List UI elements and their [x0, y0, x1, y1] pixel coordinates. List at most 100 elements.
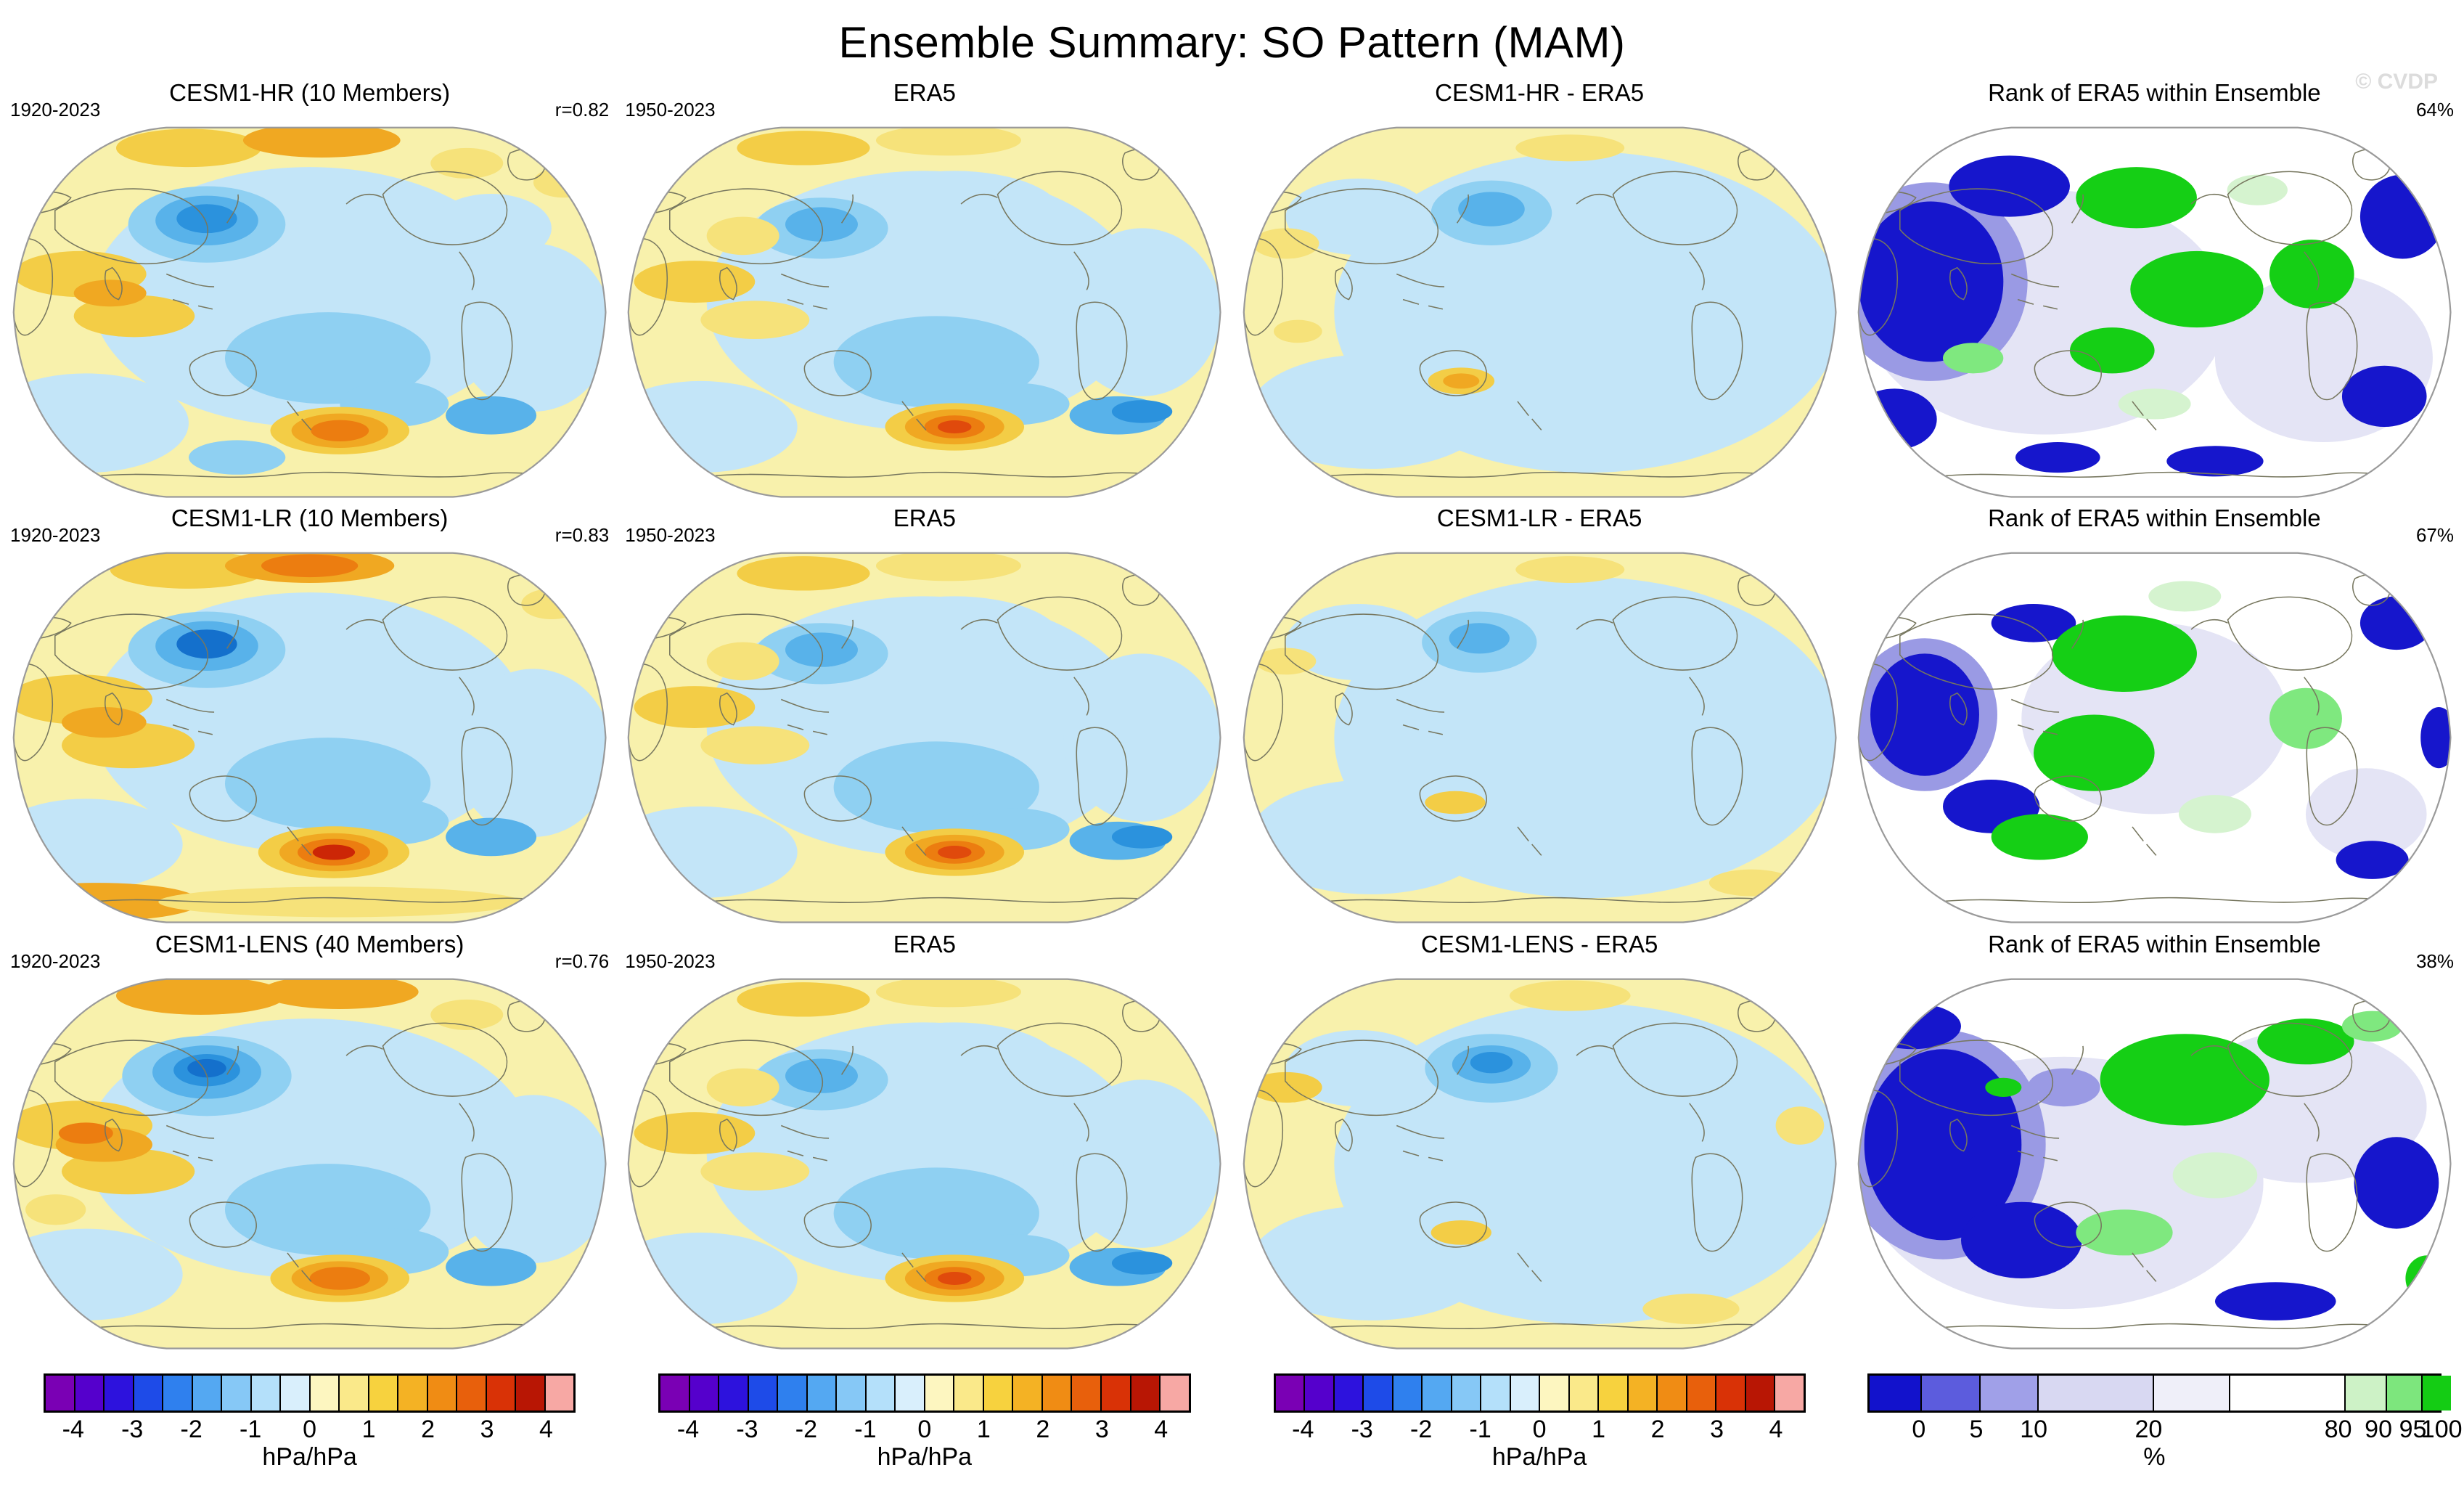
coastline	[781, 699, 830, 735]
colorbar-bar	[1273, 1373, 1806, 1413]
coastline	[345, 1045, 383, 1056]
contour-blob	[1255, 648, 1316, 675]
colorbar-tick-label: 0	[917, 1415, 932, 1443]
value-colorbar: -4 -3 -2 -1 0 1 2 3 4 hPa/hPa	[44, 1373, 576, 1471]
coastline	[382, 1022, 508, 1097]
panel-title: Rank of ERA5 within Ensemble	[1988, 505, 2321, 532]
contour-blob	[876, 979, 1022, 1007]
colorbar-segment	[807, 1375, 838, 1411]
colorbar-tick-label: -3	[1351, 1415, 1373, 1443]
coastline	[781, 1124, 830, 1161]
colorbar-segment	[2154, 1375, 2230, 1411]
coastline	[54, 613, 209, 690]
colorbar-tick-label: 5	[1969, 1415, 1984, 1443]
contour-blob	[1285, 178, 1431, 256]
panel-stat-label: r=0.76	[554, 950, 610, 972]
coastline	[2010, 273, 2059, 310]
coastline	[719, 693, 738, 726]
coastline	[345, 193, 383, 205]
colorbar-segment	[1042, 1375, 1073, 1411]
colorbar-tick-label: 90	[2365, 1415, 2392, 1443]
panel-title: CESM1-LR (10 Members)	[171, 505, 449, 532]
contour-blob	[1991, 604, 2076, 642]
colorbar-segment	[866, 1375, 896, 1411]
coastline	[1284, 188, 1438, 265]
contour-blob	[2227, 174, 2288, 205]
coastline	[80, 897, 552, 905]
panel-period-label: 1950-2023	[625, 524, 716, 547]
colorbar-segment	[398, 1375, 428, 1411]
coastline	[105, 1118, 123, 1151]
coastline	[2132, 401, 2157, 430]
contour-blob	[1112, 400, 1173, 423]
colorbar-segment	[545, 1375, 574, 1411]
coastline	[1076, 301, 1128, 401]
coastline	[13, 664, 53, 762]
contour-blob	[1515, 134, 1624, 162]
panel-title: ERA5	[893, 79, 956, 106]
colorbar-segment	[486, 1375, 517, 1411]
contour-blob	[1708, 869, 1794, 897]
panel: ERA5 1950-2023	[622, 78, 1227, 503]
colorbar-tick-label: 4	[1154, 1415, 1168, 1443]
coastline	[1899, 1039, 2053, 1116]
panel-grid: CESM1-HR (10 Members) 1920-2023 r=0.82 ERA5…	[0, 78, 2464, 1355]
coastline	[461, 727, 513, 826]
coastline	[1516, 826, 1542, 857]
world-map-diff_hr	[1243, 126, 1837, 498]
coastline	[1688, 677, 1705, 717]
colorbar-segment	[896, 1375, 925, 1411]
coastline	[461, 1153, 513, 1252]
contour-blob	[1858, 388, 1937, 450]
contour-blob	[1430, 1220, 1491, 1245]
panel-stat-label: 64%	[2415, 99, 2454, 121]
panel: CESM1-LENS (40 Members) 1920-2023 r=0.76	[7, 929, 612, 1355]
coastline	[1396, 273, 1444, 310]
world-map-era5	[627, 552, 1221, 923]
colorbar-segment	[1423, 1375, 1452, 1411]
contour-blob	[533, 167, 594, 198]
coastline	[1076, 727, 1128, 826]
world-map-model_hr	[12, 126, 607, 498]
coastline	[2132, 1252, 2157, 1282]
colorbar-segment	[222, 1375, 252, 1411]
contour-blob	[158, 886, 522, 918]
coastline	[841, 1045, 854, 1075]
colorbar-tick-label: 0	[1912, 1415, 1926, 1443]
contour-blob	[309, 1266, 370, 1290]
coastline	[165, 1124, 215, 1161]
colorbar-segment	[1745, 1375, 1776, 1411]
coastline	[2071, 194, 2084, 224]
contour-blob	[700, 726, 810, 765]
colorbar-segment	[75, 1375, 105, 1411]
colorbar-segment	[2386, 1375, 2423, 1411]
panel-period-label: 1950-2023	[625, 950, 716, 972]
panel: ERA5 1950-2023	[622, 503, 1227, 928]
coastline	[629, 664, 668, 762]
contour-blob	[2405, 1254, 2448, 1302]
coastline	[1925, 1323, 2397, 1330]
coastline	[1396, 699, 1444, 735]
contour-blob	[2257, 1018, 2354, 1064]
colorbar-ticks: -4 -3 -2 -1 0 1 2 3 4	[44, 1413, 576, 1443]
contour-blob	[1273, 319, 1322, 343]
coastline	[1576, 1045, 1613, 1056]
contour-blob	[2027, 1068, 2100, 1106]
colorbar-segment	[1716, 1375, 1746, 1411]
contour-blob	[2359, 596, 2433, 650]
coastline	[1858, 238, 1898, 336]
contour-blob	[2336, 841, 2409, 880]
projection-outline	[627, 126, 1221, 498]
colorbar-segment	[954, 1375, 984, 1411]
colorbar-tick-label: 0	[1532, 1415, 1547, 1443]
colorbar-segment	[1305, 1375, 1335, 1411]
colorbar-ticks: 0 5 10 20 80 90 95 100	[1867, 1413, 2462, 1443]
coastline	[669, 1039, 824, 1116]
colorbar-segment	[427, 1375, 458, 1411]
coastline	[105, 693, 123, 726]
projection-outline	[12, 126, 607, 498]
coastline	[1688, 1102, 1705, 1142]
panel-stat-label: 38%	[2415, 950, 2454, 972]
contour-blob	[1985, 1077, 2022, 1097]
value-colorbar: -4 -3 -2 -1 0 1 2 3 4 hPa/hPa	[1273, 1373, 1806, 1471]
